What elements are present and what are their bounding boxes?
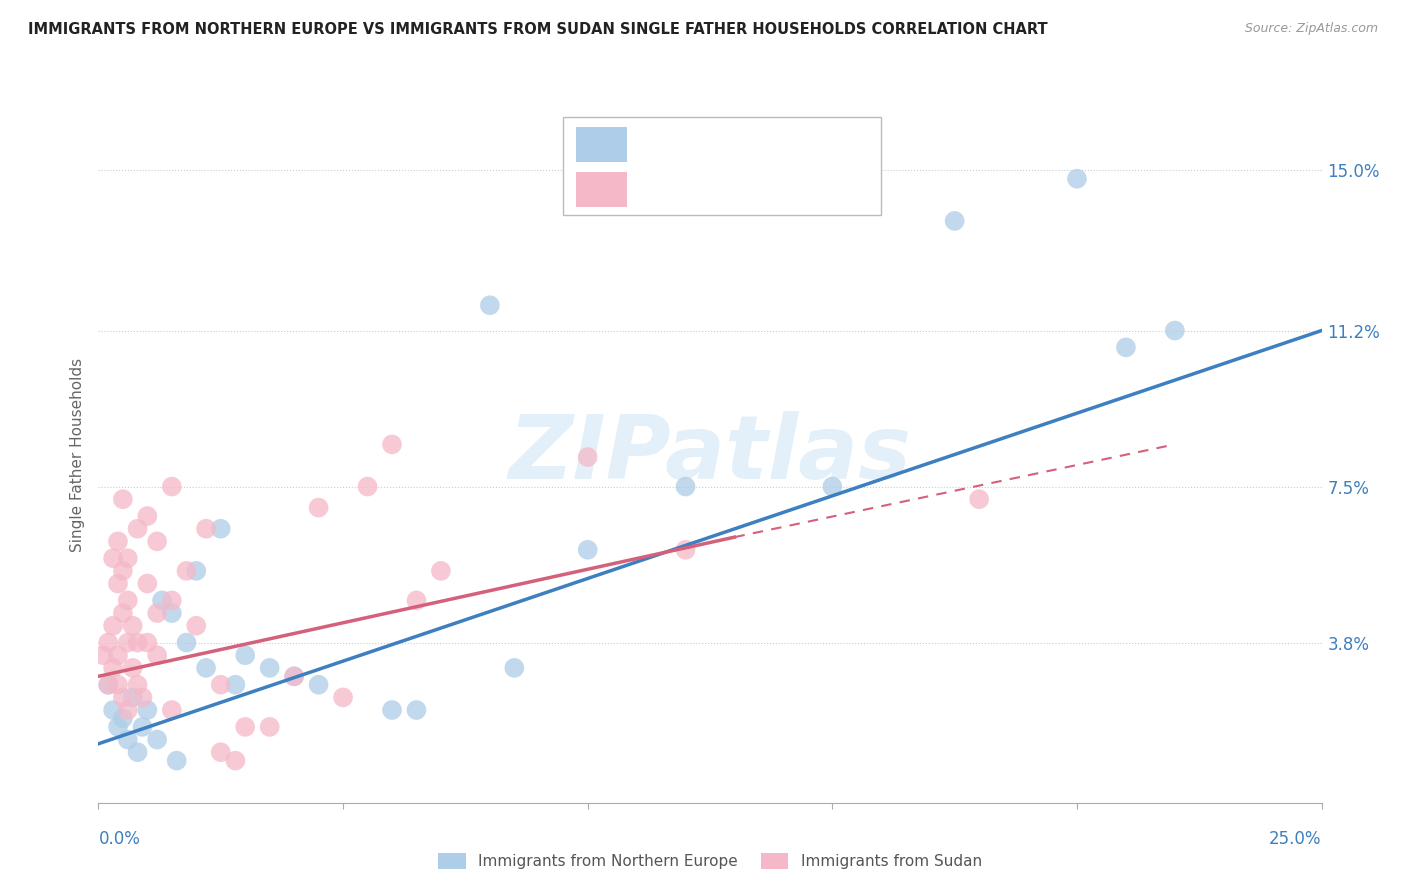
Point	[97, 678, 120, 692]
Point	[101, 661, 124, 675]
Point	[967, 492, 990, 507]
Point	[1066, 171, 1088, 186]
Point	[117, 551, 139, 566]
Point	[576, 450, 599, 464]
Point	[111, 492, 134, 507]
Point	[160, 479, 183, 493]
Point	[117, 593, 139, 607]
Point	[224, 754, 246, 768]
Point	[97, 635, 120, 649]
Point	[117, 732, 139, 747]
Point	[107, 720, 129, 734]
Point	[121, 618, 143, 632]
Point	[111, 606, 134, 620]
Point	[259, 661, 281, 675]
Text: 25.0%: 25.0%	[1270, 830, 1322, 847]
Point	[136, 635, 159, 649]
Point	[233, 648, 256, 663]
Point	[117, 635, 139, 649]
Point	[308, 678, 330, 692]
Point	[1115, 340, 1137, 354]
Point	[209, 678, 232, 692]
Point	[176, 564, 198, 578]
Point	[150, 593, 173, 607]
Point	[136, 703, 159, 717]
Point	[430, 564, 453, 578]
Point	[160, 606, 183, 620]
Point	[283, 669, 305, 683]
Point	[166, 754, 188, 768]
Point	[224, 678, 246, 692]
Point	[405, 703, 427, 717]
Point	[131, 690, 153, 705]
Point	[146, 648, 169, 663]
Point	[127, 678, 149, 692]
Point	[405, 593, 427, 607]
Point	[209, 745, 232, 759]
Point	[146, 606, 169, 620]
Point	[101, 618, 124, 632]
Point	[121, 661, 143, 675]
Point	[381, 703, 404, 717]
Point	[209, 522, 232, 536]
Point	[136, 509, 159, 524]
Point	[111, 711, 134, 725]
Point	[308, 500, 330, 515]
Point	[136, 576, 159, 591]
Point	[195, 522, 218, 536]
Point	[107, 576, 129, 591]
Point	[381, 437, 404, 451]
Point	[186, 618, 208, 632]
Point	[1164, 324, 1187, 338]
Point	[107, 678, 129, 692]
Point	[576, 542, 599, 557]
Point	[127, 745, 149, 759]
Point	[195, 661, 218, 675]
Point	[146, 534, 169, 549]
Point	[127, 635, 149, 649]
Point	[127, 522, 149, 536]
Point	[943, 214, 966, 228]
Point	[356, 479, 378, 493]
Point	[121, 690, 143, 705]
Text: ZIPatlas: ZIPatlas	[509, 411, 911, 499]
Point	[160, 593, 183, 607]
Point	[821, 479, 844, 493]
Point	[117, 703, 139, 717]
Point	[233, 720, 256, 734]
Point	[97, 678, 120, 692]
Point	[675, 479, 697, 493]
Point	[160, 703, 183, 717]
Point	[111, 564, 134, 578]
Point	[503, 661, 526, 675]
Point	[478, 298, 501, 312]
Legend: Immigrants from Northern Europe, Immigrants from Sudan: Immigrants from Northern Europe, Immigra…	[432, 847, 988, 875]
Point	[146, 732, 169, 747]
Text: IMMIGRANTS FROM NORTHERN EUROPE VS IMMIGRANTS FROM SUDAN SINGLE FATHER HOUSEHOLD: IMMIGRANTS FROM NORTHERN EUROPE VS IMMIG…	[28, 22, 1047, 37]
Y-axis label: Single Father Households: Single Father Households	[70, 358, 86, 552]
Point	[186, 564, 208, 578]
Point	[111, 690, 134, 705]
Point	[176, 635, 198, 649]
Text: 0.0%: 0.0%	[98, 830, 141, 847]
Point	[101, 703, 124, 717]
Point	[107, 648, 129, 663]
Point	[107, 534, 129, 549]
Point	[259, 720, 281, 734]
Point	[675, 542, 697, 557]
Point	[283, 669, 305, 683]
Text: Source: ZipAtlas.com: Source: ZipAtlas.com	[1244, 22, 1378, 36]
Point	[101, 551, 124, 566]
Point	[91, 648, 114, 663]
Point	[131, 720, 153, 734]
Point	[332, 690, 354, 705]
